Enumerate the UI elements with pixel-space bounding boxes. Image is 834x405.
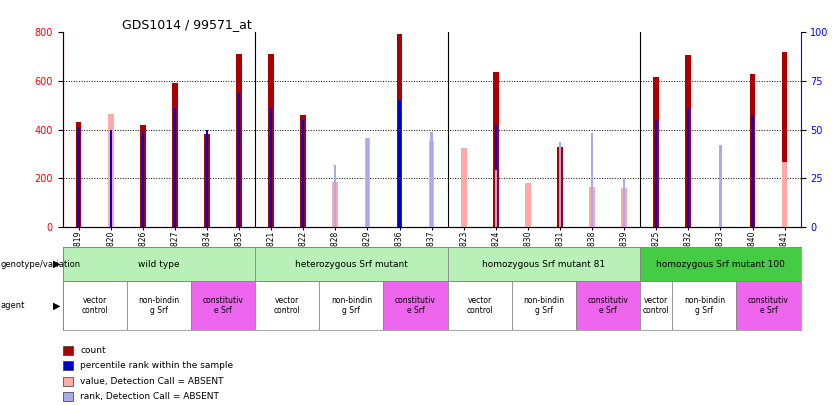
- Bar: [512, 281, 576, 330]
- Bar: [576, 281, 641, 330]
- Bar: [559, 143, 561, 227]
- Bar: [76, 122, 82, 227]
- Text: non-bindin
g Srf: non-bindin g Srf: [684, 296, 725, 315]
- Bar: [781, 162, 787, 227]
- Bar: [399, 100, 400, 227]
- Bar: [172, 83, 178, 227]
- Bar: [364, 138, 370, 227]
- Text: vector
control: vector control: [81, 296, 108, 315]
- Bar: [63, 247, 255, 281]
- Bar: [493, 72, 499, 227]
- Text: genotype/variation: genotype/variation: [1, 260, 81, 269]
- Text: rank, Detection Call = ABSENT: rank, Detection Call = ABSENT: [80, 392, 219, 401]
- Bar: [495, 170, 497, 227]
- Bar: [653, 77, 659, 227]
- Bar: [270, 108, 272, 227]
- Bar: [461, 148, 466, 227]
- Bar: [334, 165, 336, 227]
- Bar: [557, 147, 563, 227]
- Text: constitutiv
e Srf: constitutiv e Srf: [203, 296, 244, 315]
- Text: homozygous Srf mutant 100: homozygous Srf mutant 100: [656, 260, 785, 269]
- Text: constitutiv
e Srf: constitutiv e Srf: [748, 296, 789, 315]
- Bar: [333, 182, 339, 227]
- Bar: [495, 125, 497, 227]
- Bar: [719, 145, 721, 227]
- Bar: [751, 115, 754, 227]
- Bar: [109, 130, 112, 227]
- Bar: [559, 142, 561, 227]
- Text: GDS1014 / 99571_at: GDS1014 / 99571_at: [122, 18, 251, 31]
- Text: value, Detection Call = ABSENT: value, Detection Call = ABSENT: [80, 377, 224, 386]
- Bar: [686, 55, 691, 227]
- Bar: [750, 74, 756, 227]
- Bar: [736, 281, 801, 330]
- Bar: [656, 120, 657, 227]
- Text: non-bindin
g Srf: non-bindin g Srf: [138, 296, 179, 315]
- Bar: [623, 178, 626, 227]
- Text: non-bindin
g Srf: non-bindin g Srf: [331, 296, 372, 315]
- Bar: [269, 54, 274, 227]
- Text: constitutiv
e Srf: constitutiv e Srf: [395, 296, 436, 315]
- Text: wild type: wild type: [138, 260, 179, 269]
- Bar: [525, 183, 530, 227]
- Bar: [589, 187, 595, 227]
- Text: heterozygous Srf mutant: heterozygous Srf mutant: [295, 260, 408, 269]
- Bar: [319, 281, 384, 330]
- Bar: [384, 281, 448, 330]
- Bar: [204, 134, 210, 227]
- Text: vector
control: vector control: [274, 296, 300, 315]
- Bar: [430, 132, 433, 227]
- Bar: [300, 115, 306, 227]
- Bar: [641, 281, 672, 330]
- Bar: [255, 247, 448, 281]
- Bar: [448, 281, 512, 330]
- Bar: [641, 247, 801, 281]
- Text: non-bindin
g Srf: non-bindin g Srf: [524, 296, 565, 315]
- Bar: [255, 281, 319, 330]
- Bar: [397, 34, 402, 227]
- Text: vector
control: vector control: [643, 296, 670, 315]
- Bar: [236, 54, 242, 227]
- Bar: [448, 247, 641, 281]
- Bar: [366, 138, 369, 227]
- Bar: [672, 281, 736, 330]
- Bar: [108, 114, 113, 227]
- Bar: [206, 130, 208, 227]
- Text: vector
control: vector control: [466, 296, 493, 315]
- Bar: [173, 108, 176, 227]
- Bar: [430, 132, 433, 227]
- Text: constitutiv
e Srf: constitutiv e Srf: [588, 296, 629, 315]
- Text: homozygous Srf mutant 81: homozygous Srf mutant 81: [482, 260, 605, 269]
- Text: agent: agent: [1, 301, 25, 310]
- Bar: [142, 132, 144, 227]
- Bar: [63, 281, 127, 330]
- Text: count: count: [80, 346, 106, 355]
- Bar: [687, 108, 690, 227]
- Bar: [140, 125, 146, 227]
- Bar: [238, 93, 240, 227]
- Text: percentile rank within the sample: percentile rank within the sample: [80, 361, 234, 370]
- Text: ▶: ▶: [53, 259, 60, 269]
- Bar: [429, 141, 435, 227]
- Bar: [621, 188, 627, 227]
- Bar: [591, 133, 593, 227]
- Bar: [78, 127, 80, 227]
- Bar: [191, 281, 255, 330]
- Bar: [302, 120, 304, 227]
- Bar: [127, 281, 191, 330]
- Text: ▶: ▶: [53, 301, 60, 311]
- Bar: [781, 52, 787, 227]
